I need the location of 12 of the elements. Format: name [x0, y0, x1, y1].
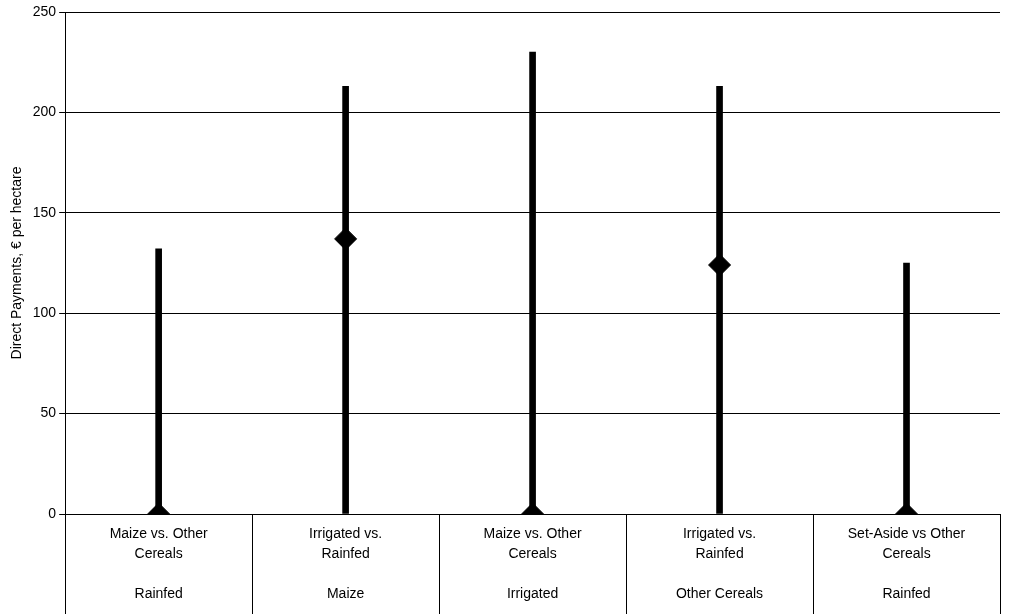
category-label: Irrigated vs. Rainfed Other Cereals	[675, 524, 764, 601]
y-tick-label: 250	[32, 2, 57, 19]
y-tick-label: 50	[40, 404, 57, 421]
y-tick-label: 200	[32, 103, 57, 120]
category-label: Set-Aside vs Other Cereals Rainfed	[847, 524, 966, 601]
y-tick-label: 0	[48, 504, 57, 521]
category-label: Maize vs. Other Cereals Rainfed	[109, 524, 208, 601]
y-tick-label: 100	[32, 304, 57, 321]
category-label: Irrigated vs. Rainfed Maize	[309, 524, 383, 601]
y-axis-title: Direct Payments, € per hectare	[8, 166, 25, 360]
category-label: Maize vs. Other Cereals Irrigated	[483, 524, 582, 601]
y-tick-label: 150	[32, 203, 57, 220]
